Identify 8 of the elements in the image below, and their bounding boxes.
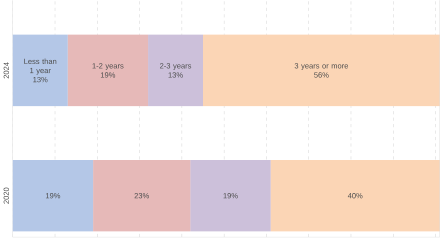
- bar: [148, 34, 204, 106]
- bar: [68, 34, 148, 106]
- bar: [270, 160, 440, 232]
- bar: [190, 160, 271, 232]
- bar: [203, 34, 440, 106]
- bar: [12, 34, 68, 106]
- bar: [93, 160, 190, 232]
- bar: [12, 160, 94, 232]
